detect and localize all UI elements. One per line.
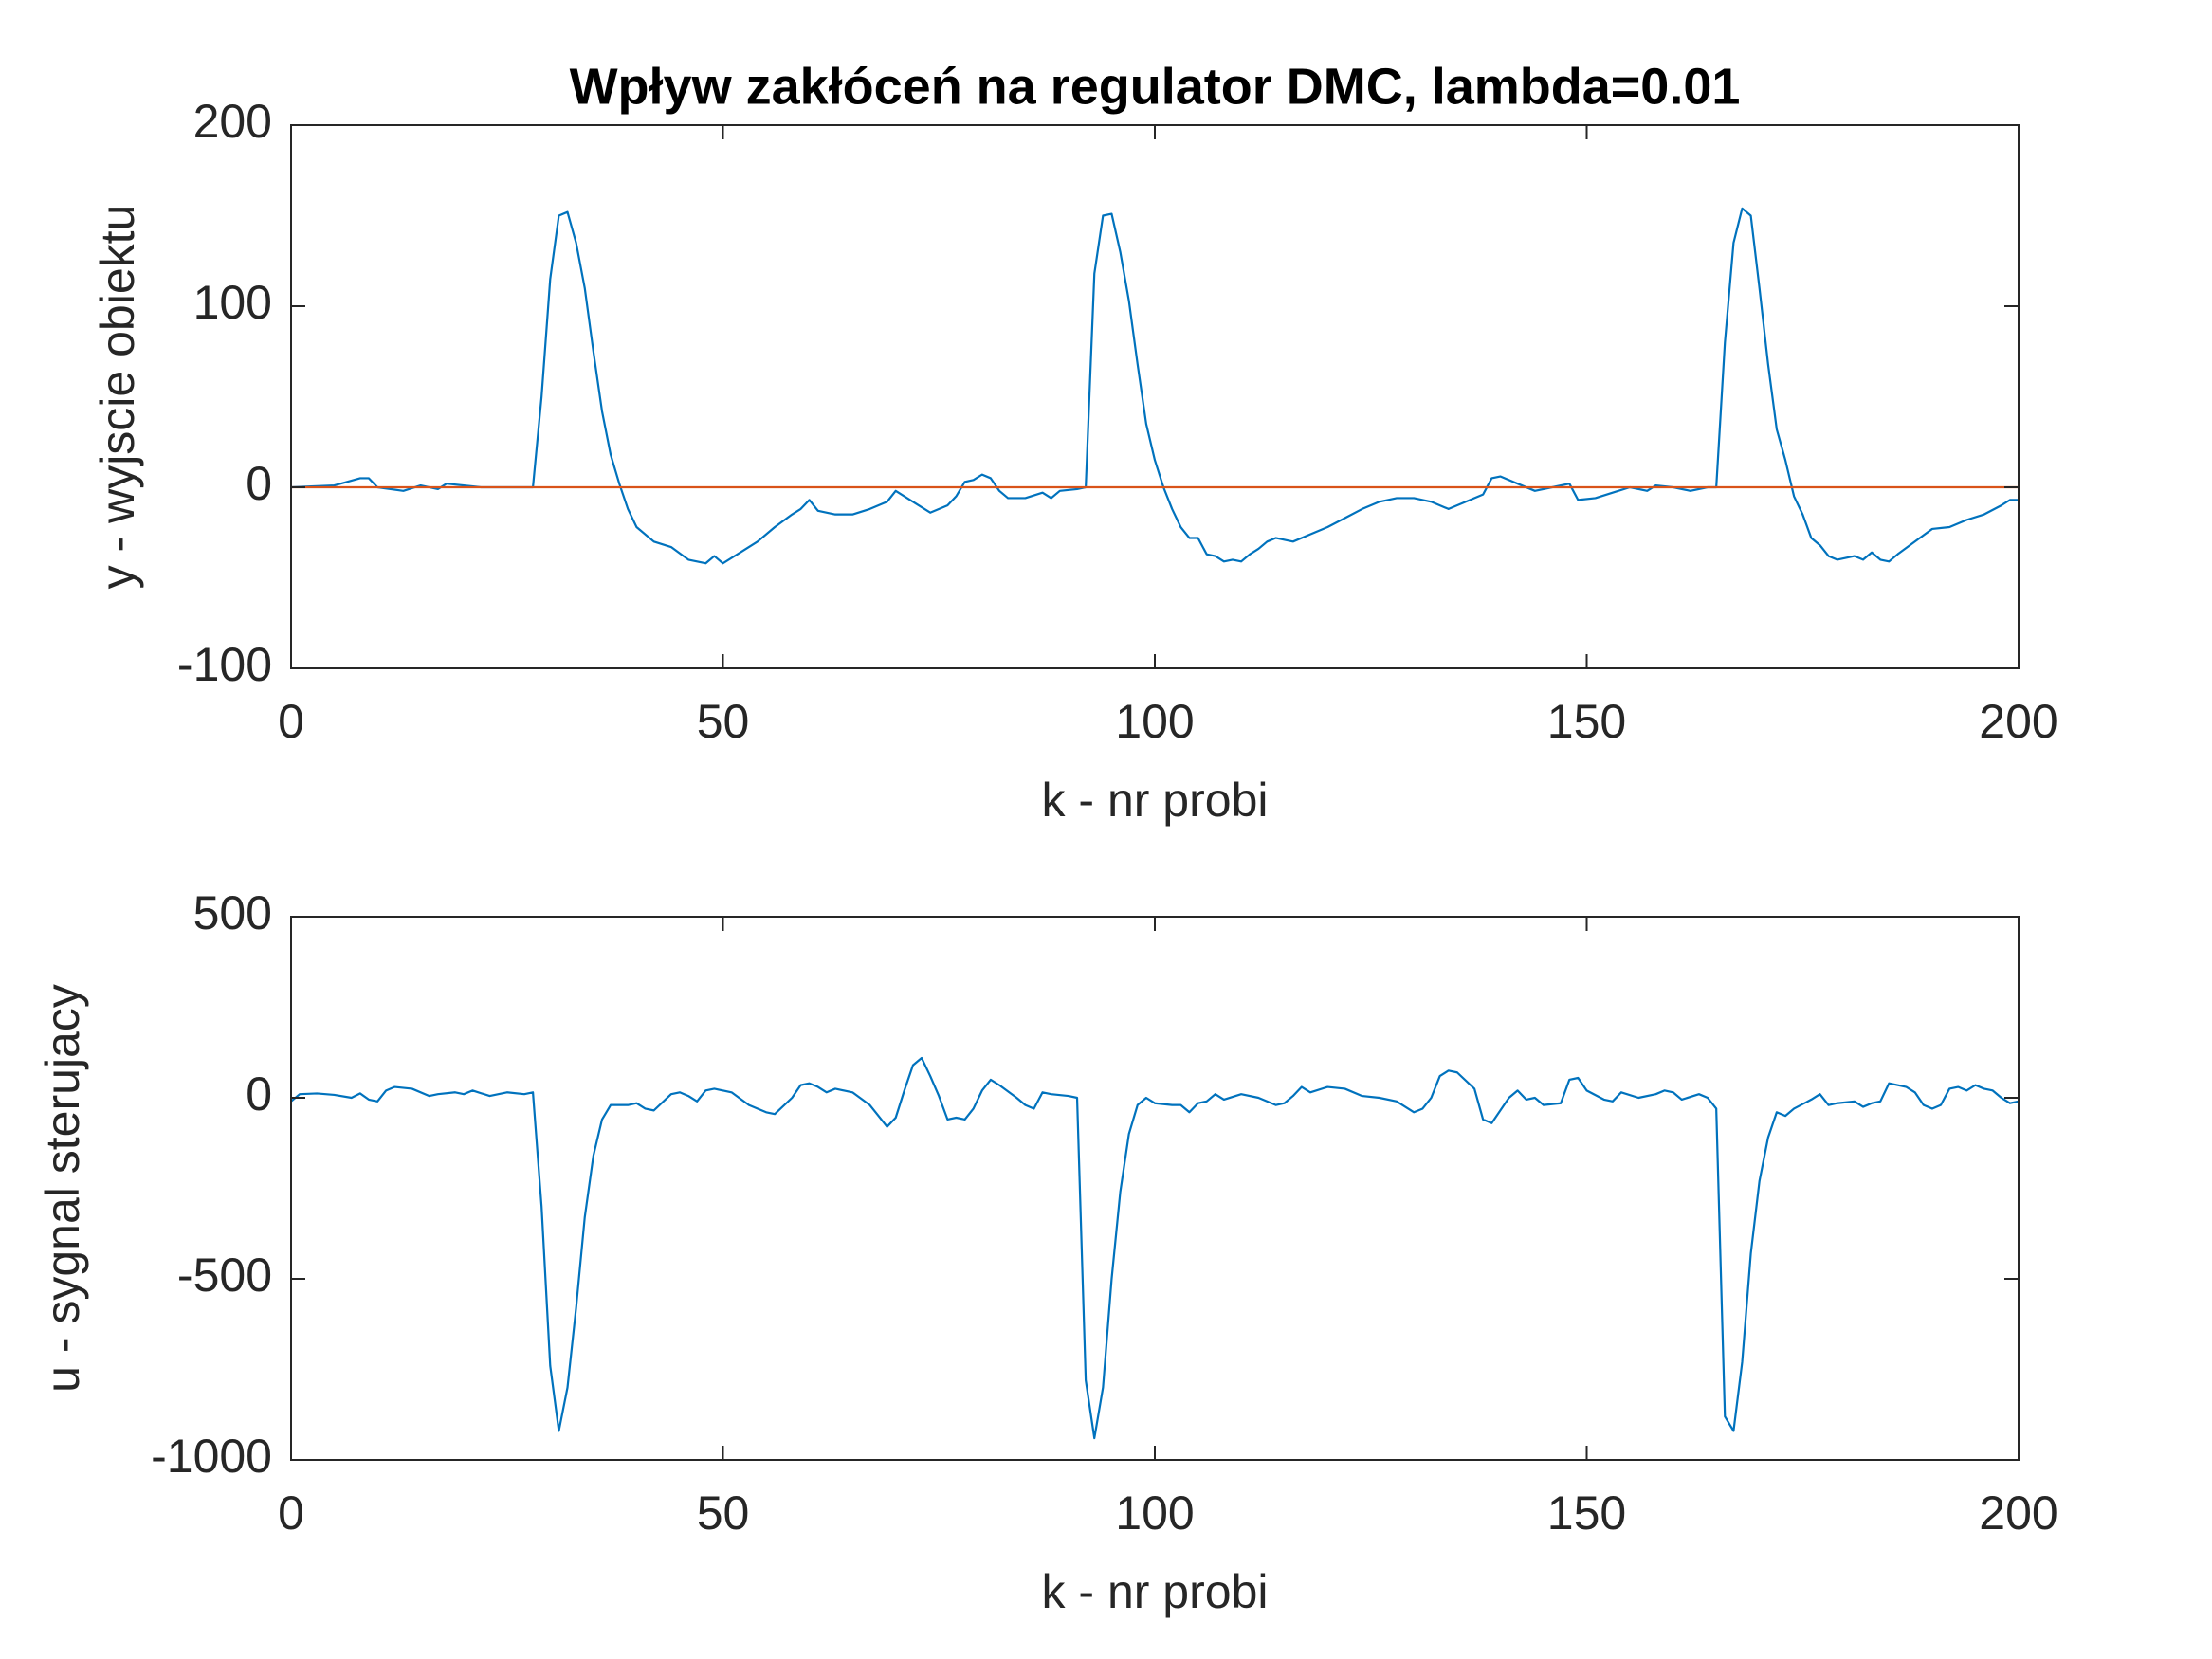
x-axis-label: k - nr probi bbox=[1042, 1565, 1269, 1618]
y-tick-label: 500 bbox=[193, 886, 272, 939]
y-tick-label: 200 bbox=[193, 95, 272, 148]
x-tick-label: 100 bbox=[1115, 695, 1194, 748]
chart-title: Wpływ zakłóceń na regulator DMC, lambda=… bbox=[570, 58, 1741, 115]
x-tick-label: 50 bbox=[697, 695, 750, 748]
data-line bbox=[290, 207, 2019, 565]
x-tick-label: 150 bbox=[1547, 1486, 1626, 1540]
x-axis-label: k - nr probi bbox=[1042, 774, 1269, 827]
x-tick-label: 50 bbox=[697, 1486, 750, 1540]
x-tick-label: 100 bbox=[1115, 1486, 1194, 1540]
y-tick-label: 0 bbox=[246, 1067, 272, 1121]
x-tick-label: 200 bbox=[1979, 1486, 2057, 1540]
axes-background bbox=[291, 917, 2019, 1460]
y-tick-label: -100 bbox=[177, 638, 272, 691]
x-tick-label: 0 bbox=[278, 695, 304, 748]
x-tick-label: 0 bbox=[278, 1486, 304, 1540]
x-tick-label: 150 bbox=[1547, 695, 1626, 748]
y-axis-label: u - sygnal sterujacy bbox=[36, 984, 89, 1393]
data-line bbox=[290, 1056, 2020, 1440]
y-tick-label: -500 bbox=[177, 1249, 272, 1302]
axes-background bbox=[291, 125, 2019, 668]
y-tick-label: 0 bbox=[246, 457, 272, 510]
y-tick-label: 100 bbox=[193, 276, 272, 329]
x-tick-label: 200 bbox=[1979, 695, 2057, 748]
y-axis-label: y - wyjscie obiektu bbox=[91, 205, 144, 590]
y-tick-label: -1000 bbox=[151, 1430, 272, 1483]
